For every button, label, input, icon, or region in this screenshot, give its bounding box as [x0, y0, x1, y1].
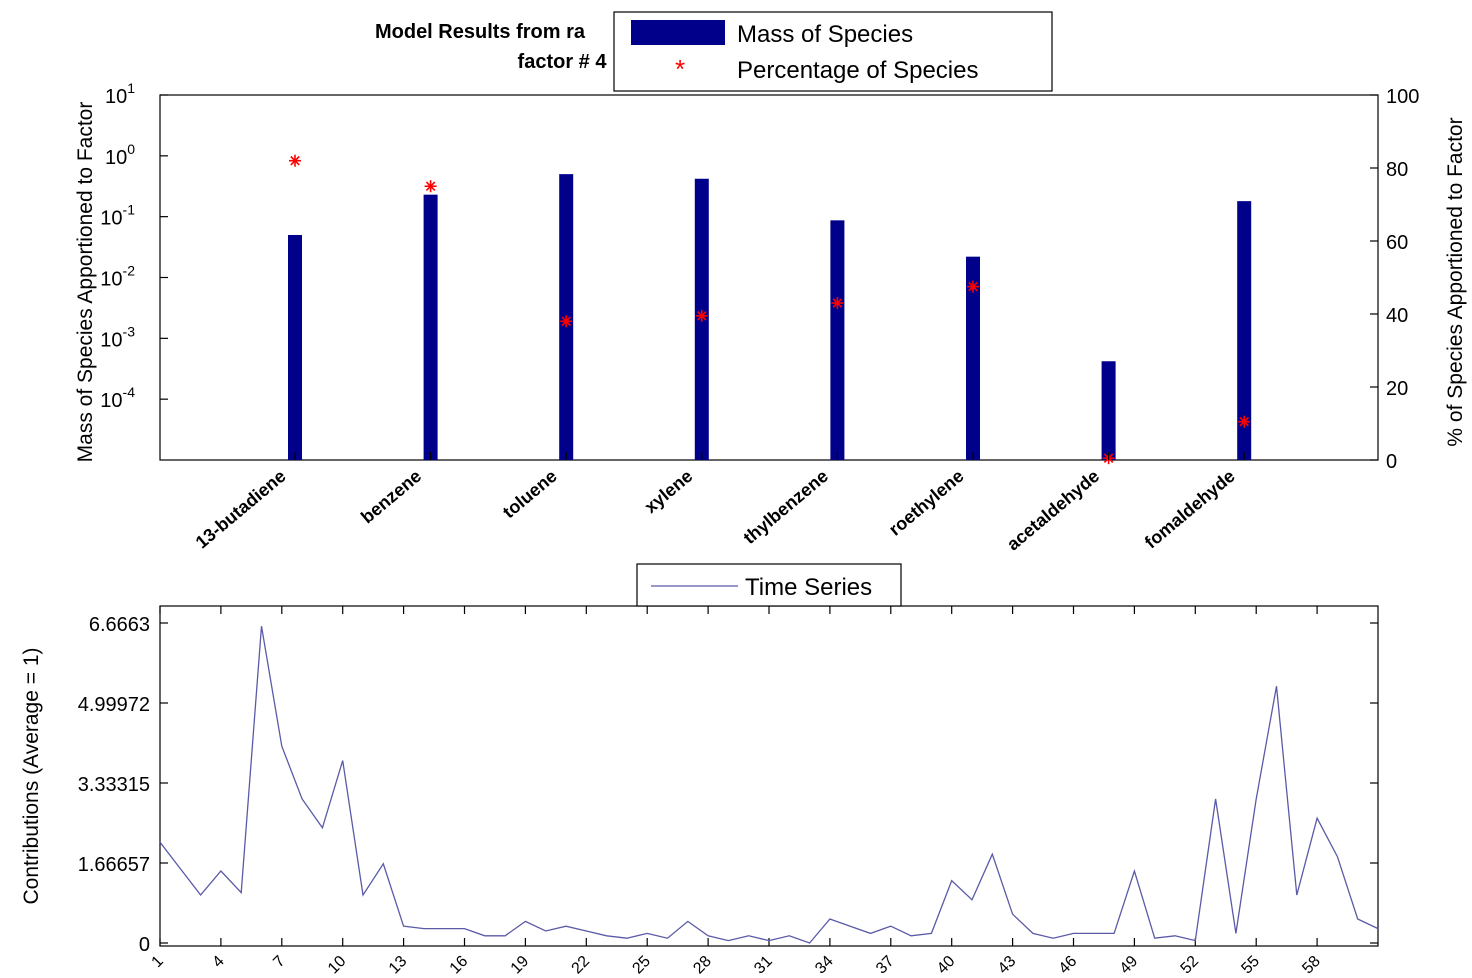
chart-title-line1: Model Results from ra [375, 21, 586, 43]
top-plot-frame [159, 94, 1379, 461]
percentage-legend-marker: * [675, 54, 685, 84]
category-label: toluene [499, 466, 561, 522]
bottom-x-tick-label: 13 [386, 953, 411, 978]
bottom-x-tick-label: 46 [1056, 953, 1081, 978]
top-left-tick-label: 10-3 [100, 323, 135, 351]
top-right-tick-label: 100 [1386, 86, 1419, 108]
percentage-marker [695, 309, 708, 322]
legend-entry-time-series: Time Series [745, 574, 872, 601]
percentage-marker [967, 280, 979, 293]
bottom-x-tick-label: 37 [873, 953, 898, 978]
bottom-x-tick-label: 55 [1238, 953, 1263, 978]
bottom-plot-frame [159, 605, 1379, 947]
bottom-x-tick-label: 49 [1117, 953, 1142, 978]
bottom-x-tick-label: 19 [508, 953, 533, 978]
bottom-x-tick-label: 40 [934, 953, 959, 978]
time-series-line [159, 626, 1379, 944]
bottom-x-tick-label: 43 [995, 953, 1020, 978]
top-bar-chart: Model Results from ra factor # 4 1011001… [74, 11, 1467, 554]
bottom-x-tick-label: 25 [629, 953, 654, 978]
bottom-x-tick-label: 4 [209, 953, 227, 971]
bottom-line-chart: 0 1.66657 3.33315 4.99972 6.6663 1 4 7 10 13 16 19… [20, 563, 1379, 977]
bottom-x-tick-label: 58 [1299, 953, 1324, 978]
top-bars [288, 174, 1252, 461]
percentage-marker [831, 297, 844, 310]
category-label: 13-butadiene [192, 466, 290, 553]
bottom-x-tick-label: 52 [1178, 953, 1203, 978]
top-right-ticks: 0 20 40 60 80 100 [1370, 86, 1419, 473]
percentage-marker [1238, 415, 1251, 428]
bottom-y-tick-label: 6.6663 [89, 614, 150, 636]
category-label: thylbenzene [739, 466, 832, 548]
bottom-x-tick-label: 1 [149, 953, 167, 971]
top-right-tick-label: 0 [1386, 451, 1397, 473]
top-left-tick-label: 100 [105, 141, 135, 169]
bottom-x-ticks: 1 4 7 10 13 16 19 22 25 28 31 34 37 40 43 46 49 52 55 58 [149, 606, 1324, 977]
top-left-axis-label: Mass of Species Apportioned to Factor [74, 102, 97, 463]
bottom-y-tick-label: 0 [139, 934, 150, 956]
mass-bar [1101, 361, 1116, 460]
top-legend-box [613, 11, 1053, 92]
mass-legend-swatch [631, 20, 725, 45]
category-label: benzene [357, 466, 425, 528]
bottom-y-ticks: 0 1.66657 3.33315 4.99972 6.6663 [78, 614, 1378, 956]
top-right-tick-label: 40 [1386, 305, 1408, 327]
top-right-tick-label: 60 [1386, 232, 1408, 254]
mass-bar [288, 234, 302, 460]
mass-bar [830, 220, 845, 460]
bottom-y-tick-label: 1.66657 [78, 854, 150, 876]
bottom-y-tick-label: 3.33315 [78, 774, 150, 796]
bottom-x-tick-label: 31 [751, 953, 776, 978]
category-label: xylene [641, 466, 697, 517]
mass-bar [423, 194, 438, 460]
bottom-x-tick-label: 34 [812, 953, 837, 978]
legend-entry-percentage: Percentage of Species [737, 57, 979, 84]
bottom-legend: Time Series [636, 563, 902, 607]
legend-entry-mass: Mass of Species [737, 21, 913, 48]
top-legend: * Mass of Species Percentage of Species [613, 11, 1053, 92]
top-markers [289, 154, 1251, 465]
percentage-marker [289, 154, 301, 167]
category-label: acetaldehyde [1003, 466, 1103, 555]
bottom-y-tick-label: 4.99972 [78, 694, 150, 716]
mass-bar [966, 256, 980, 460]
category-label: fomaldehyde [1141, 466, 1239, 553]
chart-title-line2: factor # 4 [518, 51, 608, 73]
bottom-x-tick-label: 22 [569, 953, 594, 978]
bottom-x-tick-label: 10 [325, 953, 350, 978]
top-left-tick-label: 101 [105, 80, 135, 108]
percentage-marker [424, 180, 437, 193]
top-right-axis-label: % of Species Apportioned to Factor [1444, 117, 1467, 446]
top-left-tick-label: 10-4 [100, 384, 135, 412]
top-left-tick-label: 10-2 [100, 263, 135, 291]
top-right-tick-label: 20 [1386, 378, 1408, 400]
top-category-labels: 13-butadiene benzene toluene xylene thylbenz… [192, 452, 1245, 554]
bottom-y-axis-label: Contributions (Average = 1) [20, 647, 43, 904]
bottom-x-tick-label: 28 [690, 953, 715, 978]
top-left-ticks: 101 100 10-1 10-2 10-3 10-4 [100, 80, 168, 412]
bottom-legend-box [636, 563, 902, 607]
bottom-x-tick-label: 7 [270, 953, 288, 971]
top-left-tick-label: 10-1 [100, 202, 135, 230]
bottom-x-tick-label: 16 [447, 953, 472, 978]
top-right-tick-label: 80 [1386, 159, 1408, 181]
percentage-marker [560, 315, 573, 328]
category-label: roethylene [885, 466, 968, 540]
mass-bar [1237, 201, 1252, 461]
